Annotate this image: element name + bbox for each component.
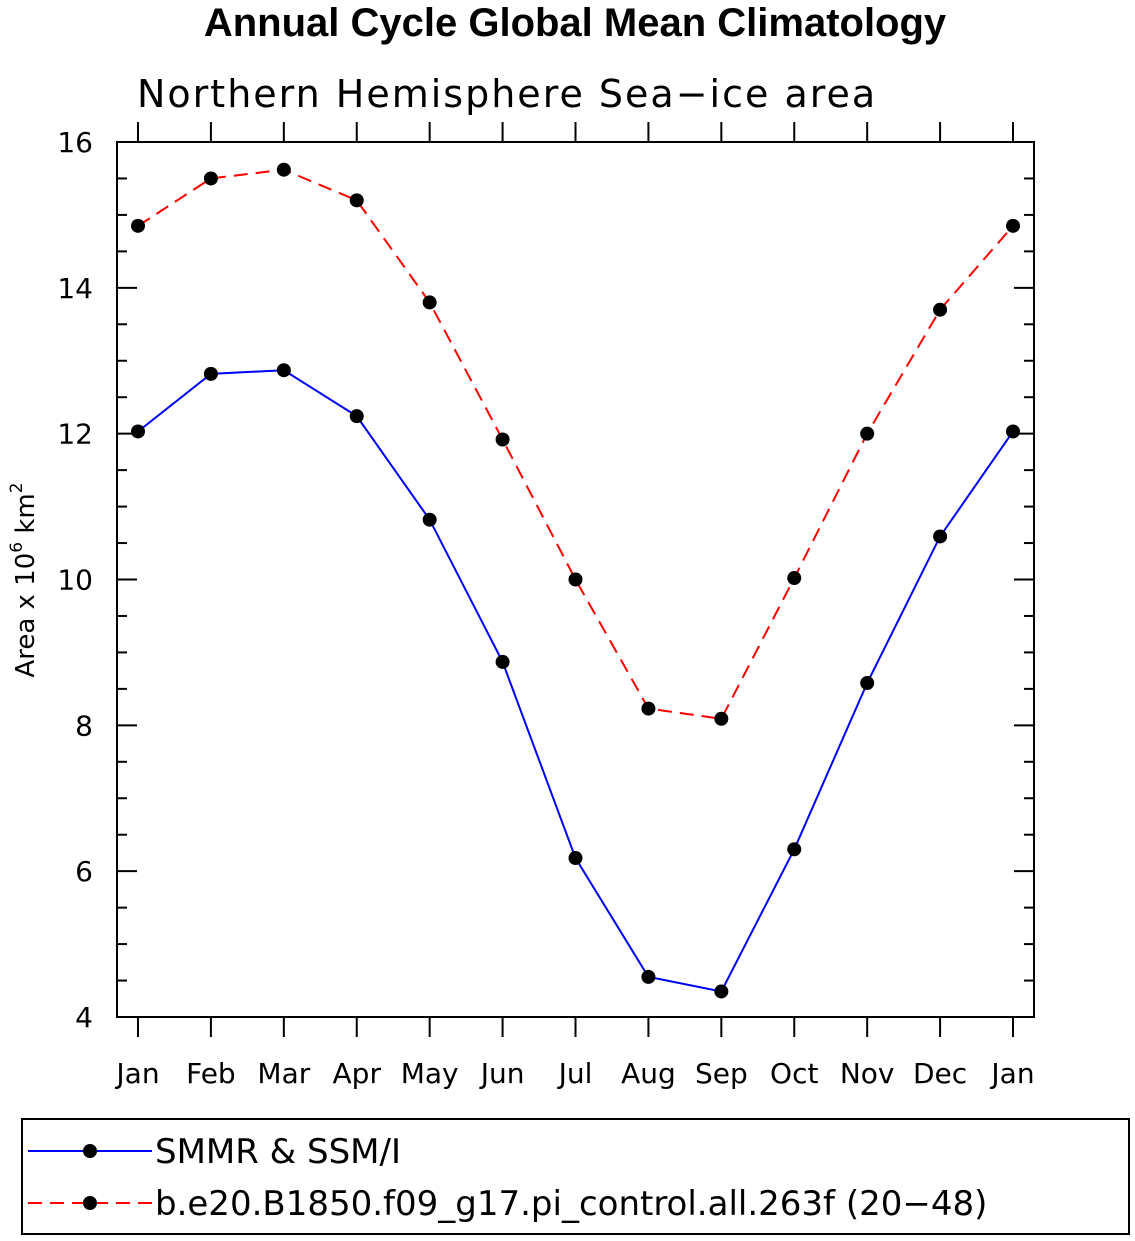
chart-subtitle: Northern Hemisphere Sea−ice area	[137, 72, 877, 116]
x-tick-label: Oct	[770, 1057, 818, 1090]
series-0-point	[860, 676, 875, 691]
series-0-point	[933, 529, 948, 544]
y-axis-label: Area x 106 km2	[7, 482, 41, 677]
series-0-point	[641, 969, 656, 984]
series-0-point	[495, 654, 510, 669]
x-tick-label: Dec	[913, 1057, 967, 1090]
y-tick-label: 12	[57, 418, 93, 451]
series-1-point	[349, 193, 364, 208]
series-0-point	[422, 512, 437, 527]
series-1-point	[203, 171, 218, 186]
series-1-point	[1006, 218, 1020, 233]
series-1-point	[860, 426, 875, 441]
x-tick-label: Apr	[333, 1057, 382, 1090]
x-tick-label: Jul	[557, 1057, 593, 1090]
series-1-point	[933, 302, 948, 317]
x-tick-label: May	[401, 1057, 459, 1090]
series-1-point	[714, 711, 729, 726]
legend-marker-1	[83, 1196, 97, 1210]
series-0-point	[131, 424, 145, 439]
series-0-point	[714, 984, 729, 999]
y-axis-label-unit: km	[11, 493, 41, 542]
series-1-point	[276, 162, 291, 177]
x-tick-label: Nov	[840, 1057, 895, 1090]
chart-title: Annual Cycle Global Mean Climatology	[204, 1, 947, 45]
series-0-point	[276, 363, 291, 378]
series-line-0	[137, 369, 1014, 993]
svg-text:Area x 106 km2: Area x 106 km2	[7, 482, 41, 677]
series-0-point	[1006, 424, 1020, 439]
x-tick-label: Jan	[989, 1057, 1034, 1090]
y-tick-label: 14	[57, 272, 93, 305]
x-tick-label: Mar	[257, 1057, 310, 1090]
y-axis-label-exp: 6	[7, 542, 27, 553]
y-tick-label: 4	[75, 1001, 93, 1034]
legend-entry-0: SMMR & SSM/I	[155, 1132, 401, 1172]
x-tick-label: Feb	[186, 1057, 236, 1090]
series-0-point	[349, 409, 364, 424]
y-axis-label-prefix: Area x 10	[11, 553, 41, 678]
x-tick-label: Jan	[114, 1057, 159, 1090]
legend-entry-1: b.e20.B1850.f09_g17.pi_control.all.263f …	[155, 1184, 987, 1224]
x-tick-label: Sep	[695, 1057, 748, 1090]
series-0-point	[787, 842, 802, 857]
legend-box	[21, 1118, 1130, 1235]
series-1-point	[641, 701, 656, 716]
series-0-point	[203, 366, 218, 381]
series-1-point	[787, 571, 802, 586]
y-tick-label: 16	[57, 126, 93, 159]
series-1-point	[495, 432, 510, 447]
series-0-point	[568, 851, 583, 866]
y-tick-label: 6	[75, 855, 93, 888]
y-axis-label-unit-exp: 2	[7, 482, 27, 493]
series-1-point	[422, 295, 437, 310]
legend-marker-0	[83, 1144, 97, 1158]
y-tick-label: 8	[75, 709, 93, 742]
x-tick-label: Jun	[479, 1057, 525, 1090]
x-tick-label: Aug	[621, 1057, 676, 1090]
series-1-point	[131, 218, 145, 233]
series-1-point	[568, 572, 583, 587]
series-line-1	[137, 168, 1014, 720]
y-tick-label: 10	[57, 564, 93, 597]
